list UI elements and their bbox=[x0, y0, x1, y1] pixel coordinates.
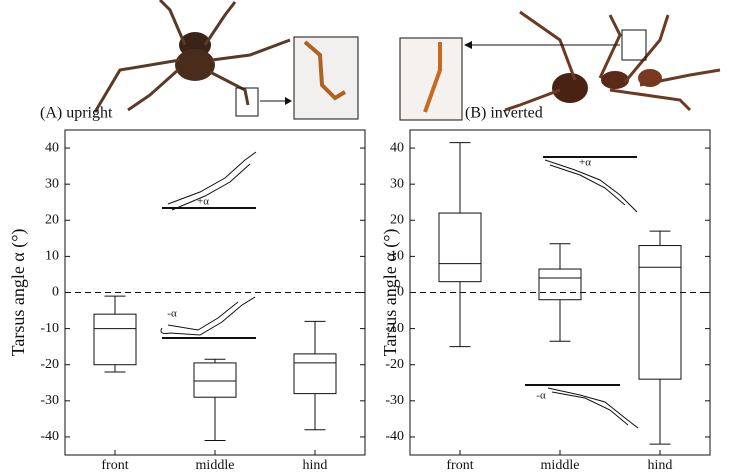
x-tick-label: middle bbox=[541, 458, 580, 473]
y-tick-label: -40 bbox=[385, 429, 404, 444]
y-tick-label: -40 bbox=[40, 429, 59, 444]
x-tick-label: front bbox=[446, 458, 473, 473]
y-tick-label: 30 bbox=[390, 176, 404, 191]
angle-annotation: -α bbox=[167, 308, 177, 320]
y-tick-label: 30 bbox=[45, 176, 59, 191]
box bbox=[438, 212, 482, 283]
zoom-inset-upright bbox=[235, 36, 359, 120]
y-tick-label: 10 bbox=[390, 249, 404, 264]
box bbox=[538, 268, 582, 301]
x-tick-label: middle bbox=[196, 458, 235, 473]
x-tick-label: front bbox=[101, 458, 128, 473]
y-tick-label: -20 bbox=[385, 357, 404, 372]
angle-annotation: -α bbox=[536, 390, 546, 402]
x-tick-label: hind bbox=[648, 458, 673, 473]
y-tick-label: 40 bbox=[45, 140, 59, 155]
y-tick-label: 20 bbox=[45, 212, 59, 227]
y-tick-label: 0 bbox=[52, 285, 59, 300]
leg-sketches bbox=[160, 151, 639, 429]
angle-annotation: +α bbox=[197, 196, 209, 208]
y-tick-label: -10 bbox=[40, 321, 59, 336]
y-tick-label: 0 bbox=[397, 285, 404, 300]
zoom-inset-inverted bbox=[399, 29, 647, 121]
box bbox=[638, 245, 682, 380]
y-tick-label: -30 bbox=[40, 393, 59, 408]
y-tick-label: 20 bbox=[390, 212, 404, 227]
panel-title: (B) inverted bbox=[465, 105, 543, 122]
y-tick-label: 40 bbox=[390, 140, 404, 155]
ant-photo-inverted bbox=[504, 10, 721, 112]
angle-annotation: +α bbox=[579, 157, 591, 169]
y-tick-label: -30 bbox=[385, 393, 404, 408]
panel-title: (A) upright bbox=[40, 105, 113, 122]
y-tick-label: 10 bbox=[45, 249, 59, 264]
box bbox=[193, 362, 237, 398]
y-tick-label: -20 bbox=[40, 357, 59, 372]
ant-photo-upright bbox=[93, 0, 291, 113]
box bbox=[93, 313, 137, 366]
y-tick-label: -10 bbox=[385, 321, 404, 336]
x-tick-label: hind bbox=[303, 458, 328, 473]
box bbox=[293, 353, 337, 395]
y-axis-label: Tarsus angle α (°) bbox=[380, 229, 401, 357]
y-axis-label: Tarsus angle α (°) bbox=[8, 229, 29, 357]
